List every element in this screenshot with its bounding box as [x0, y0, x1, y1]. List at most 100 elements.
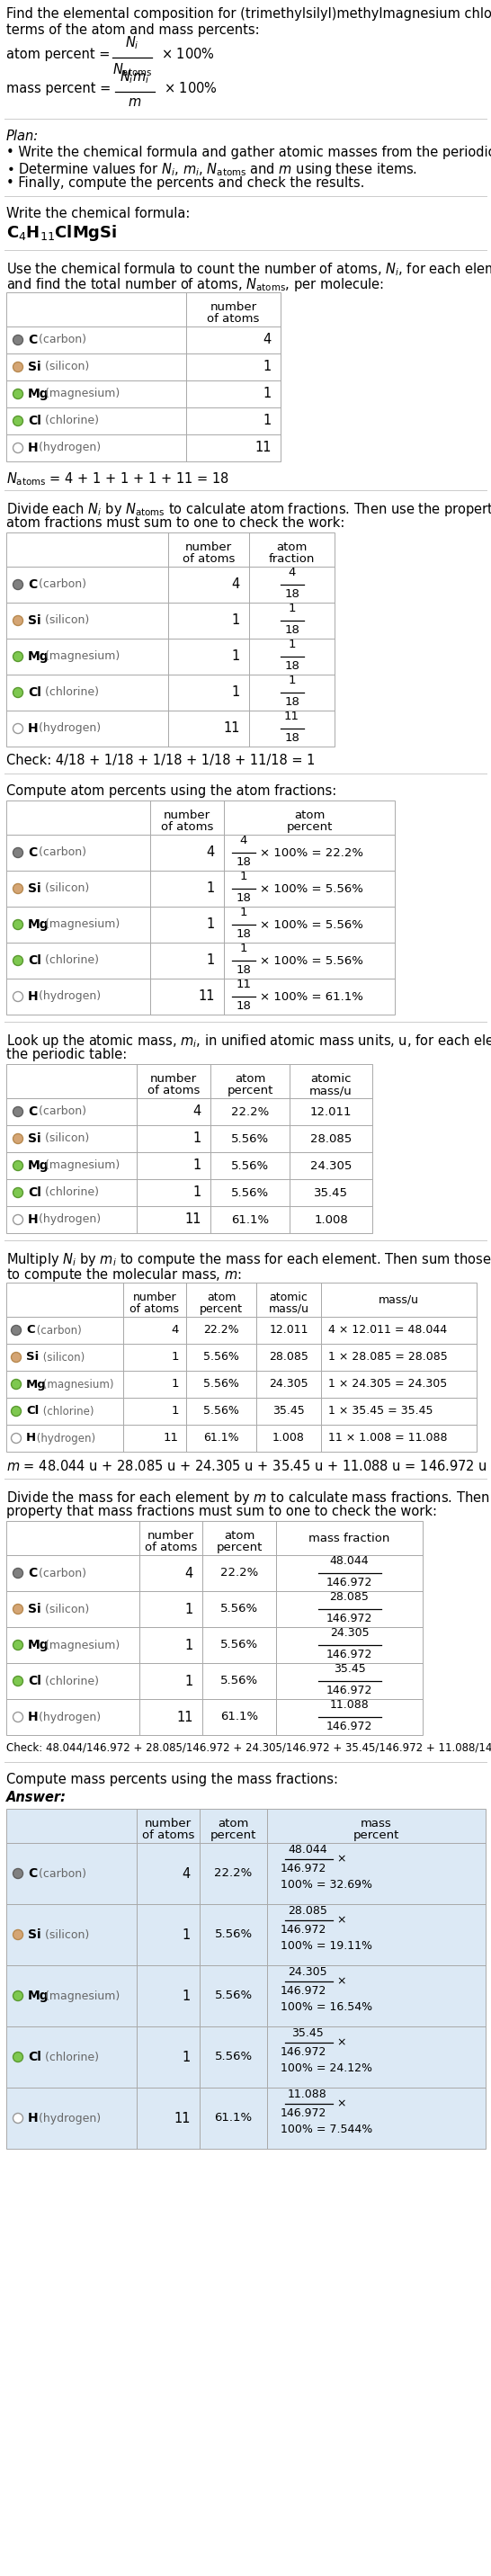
Text: 4: 4	[193, 1105, 201, 1118]
Circle shape	[13, 335, 23, 345]
Text: Write the chemical formula:: Write the chemical formula:	[6, 206, 190, 222]
Text: 5.56%: 5.56%	[220, 1602, 258, 1615]
Text: ×: ×	[336, 2097, 346, 2110]
Text: (magnesium): (magnesium)	[40, 1378, 114, 1391]
Text: 12.011: 12.011	[269, 1324, 308, 1337]
Text: (silicon): (silicon)	[41, 616, 89, 626]
Text: (hydrogen): (hydrogen)	[33, 1432, 95, 1445]
Text: 100% = 32.69%: 100% = 32.69%	[280, 1878, 372, 1891]
Text: 22.2%: 22.2%	[220, 1566, 258, 1579]
Text: number: number	[210, 301, 257, 314]
Text: C: C	[28, 1105, 37, 1118]
Text: (chlorine): (chlorine)	[40, 1406, 94, 1417]
Text: × 100% = 5.56%: × 100% = 5.56%	[260, 920, 363, 930]
Text: (chlorine): (chlorine)	[41, 956, 99, 966]
Text: 1: 1	[288, 639, 296, 649]
FancyBboxPatch shape	[6, 1808, 486, 2148]
Text: Mg: Mg	[28, 1159, 49, 1172]
Circle shape	[13, 1162, 23, 1170]
Text: 4: 4	[232, 577, 240, 592]
Text: 18: 18	[284, 623, 300, 636]
Text: (chlorine): (chlorine)	[41, 2050, 99, 2063]
Text: 1: 1	[171, 1352, 179, 1363]
Text: of atoms: of atoms	[130, 1303, 179, 1314]
Text: ×: ×	[336, 1914, 346, 1927]
Text: mass: mass	[361, 1819, 392, 1829]
Circle shape	[13, 1868, 23, 1878]
Text: C: C	[28, 580, 37, 590]
Text: (hydrogen): (hydrogen)	[35, 724, 101, 734]
Text: 1 × 28.085 = 28.085: 1 × 28.085 = 28.085	[328, 1352, 448, 1363]
Text: 100% = 16.54%: 100% = 16.54%	[280, 2002, 372, 2012]
Text: H: H	[26, 1432, 36, 1445]
Text: (magnesium): (magnesium)	[41, 389, 120, 399]
Text: 1: 1	[185, 1674, 193, 1687]
Circle shape	[13, 1641, 23, 1651]
Text: (magnesium): (magnesium)	[41, 920, 120, 930]
Text: (silicon): (silicon)	[41, 884, 89, 894]
Text: 48.044: 48.044	[288, 1844, 327, 1855]
Text: 1: 1	[288, 675, 296, 685]
Text: 4: 4	[171, 1324, 179, 1337]
Text: 1: 1	[193, 1131, 201, 1146]
Text: 24.305: 24.305	[288, 1965, 327, 1978]
Circle shape	[13, 1108, 23, 1115]
Text: 1: 1	[232, 613, 240, 629]
Text: 18: 18	[284, 696, 300, 708]
Text: (chlorine): (chlorine)	[41, 688, 99, 698]
Circle shape	[13, 1713, 23, 1721]
Text: percent: percent	[227, 1084, 273, 1097]
Text: 1: 1	[182, 2050, 191, 2063]
Text: H: H	[28, 2112, 38, 2125]
Text: 18: 18	[284, 587, 300, 600]
Text: Si: Si	[28, 1929, 41, 1940]
Circle shape	[13, 2053, 23, 2061]
Text: 35.45: 35.45	[273, 1406, 305, 1417]
Text: 146.972: 146.972	[280, 1924, 327, 1935]
Text: Mg: Mg	[26, 1378, 47, 1391]
Text: of atoms: of atoms	[147, 1084, 200, 1097]
Text: $N_\mathrm{atoms}$ = 4 + 1 + 1 + 1 + 11 = 18: $N_\mathrm{atoms}$ = 4 + 1 + 1 + 1 + 11 …	[6, 471, 229, 487]
Circle shape	[13, 389, 23, 399]
Text: 1: 1	[263, 361, 272, 374]
Text: atomic: atomic	[270, 1291, 308, 1303]
Text: 5.56%: 5.56%	[231, 1133, 269, 1144]
Text: number: number	[185, 541, 232, 554]
Text: 1.008: 1.008	[273, 1432, 305, 1445]
Text: 1: 1	[232, 685, 240, 698]
Text: to compute the molecular mass, $m$:: to compute the molecular mass, $m$:	[6, 1267, 242, 1283]
Text: number: number	[150, 1074, 197, 1084]
Text: of atoms: of atoms	[145, 1540, 197, 1553]
Text: 1: 1	[182, 1989, 191, 2002]
Text: 100% = 7.544%: 100% = 7.544%	[280, 2123, 373, 2136]
Text: 1 × 24.305 = 24.305: 1 × 24.305 = 24.305	[328, 1378, 447, 1391]
Text: 1: 1	[171, 1378, 179, 1391]
Text: 61.1%: 61.1%	[231, 1213, 269, 1226]
Text: 1: 1	[207, 953, 215, 969]
Text: $\times$ 100%: $\times$ 100%	[164, 80, 218, 95]
Text: 11: 11	[255, 440, 272, 456]
Text: number: number	[164, 809, 211, 822]
Text: property that mass fractions must sum to one to check the work:: property that mass fractions must sum to…	[6, 1504, 437, 1517]
Text: C: C	[28, 1868, 37, 1880]
Text: atom: atom	[294, 809, 325, 822]
Text: $m$ = 48.044 u + 28.085 u + 24.305 u + 35.45 u + 11.088 u = 146.972 u: $m$ = 48.044 u + 28.085 u + 24.305 u + 3…	[6, 1458, 487, 1473]
Text: 100% = 19.11%: 100% = 19.11%	[280, 1940, 372, 1953]
Text: (carbon): (carbon)	[35, 1566, 86, 1579]
Text: $N_\mathrm{atoms}$: $N_\mathrm{atoms}$	[112, 62, 152, 77]
Text: 11 × 1.008 = 11.088: 11 × 1.008 = 11.088	[328, 1432, 447, 1445]
Text: atomic: atomic	[310, 1074, 352, 1084]
Circle shape	[13, 415, 23, 425]
Text: atom percent =: atom percent =	[6, 46, 114, 62]
Text: $N_i$: $N_i$	[125, 33, 139, 52]
Text: 11: 11	[284, 711, 300, 721]
Text: 28.085: 28.085	[288, 1906, 327, 1917]
Text: 4 × 12.011 = 48.044: 4 × 12.011 = 48.044	[328, 1324, 447, 1337]
Text: 1: 1	[240, 943, 247, 953]
Circle shape	[11, 1378, 21, 1388]
Circle shape	[13, 363, 23, 371]
Text: percent: percent	[210, 1829, 256, 1842]
Text: (carbon): (carbon)	[33, 1324, 82, 1337]
Text: C: C	[26, 1324, 35, 1337]
Text: Cl: Cl	[28, 1674, 41, 1687]
